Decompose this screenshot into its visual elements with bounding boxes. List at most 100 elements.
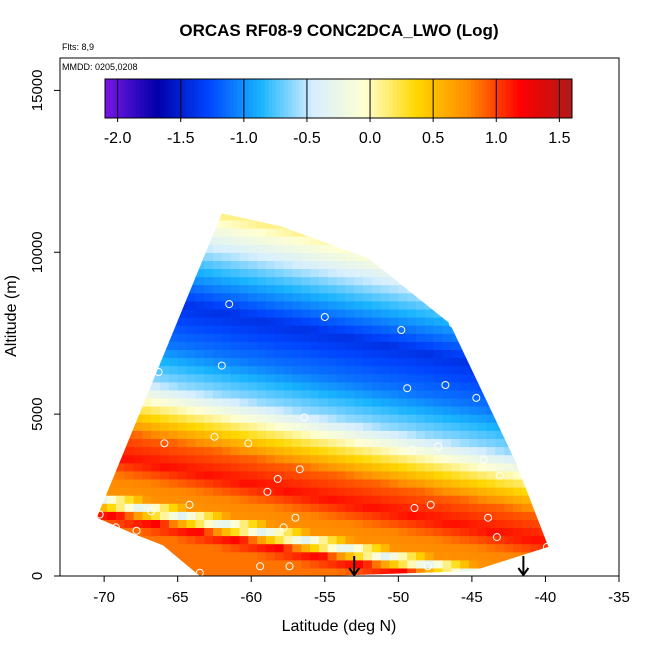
field-cell <box>354 406 364 415</box>
field-cell <box>265 438 276 448</box>
field-cell <box>416 454 426 464</box>
field-cell <box>96 478 99 488</box>
field-cell <box>371 341 382 350</box>
field-cell <box>274 341 285 350</box>
field-cell <box>124 213 135 221</box>
field-cell <box>327 308 338 318</box>
field-cell <box>495 284 505 294</box>
field-cell <box>354 551 364 561</box>
field-cell <box>336 487 346 496</box>
field-cell <box>133 260 143 269</box>
field-cell <box>177 422 188 431</box>
field-cell <box>133 317 143 326</box>
field-cell <box>327 260 338 269</box>
field-cell <box>539 213 549 221</box>
field-cell <box>151 406 161 415</box>
field-cell <box>96 454 99 464</box>
field-cell <box>133 511 143 520</box>
field-cell <box>539 495 549 504</box>
field-cell <box>424 244 435 253</box>
colorbar-swatch <box>525 79 530 118</box>
field-cell <box>168 559 179 569</box>
field-cell <box>195 292 205 302</box>
field-cell <box>513 414 523 423</box>
field-cell <box>424 349 435 359</box>
field-cell <box>186 454 196 464</box>
field-cell <box>133 308 143 318</box>
field-cell <box>530 487 541 496</box>
field-cell <box>186 365 196 375</box>
field-cell <box>230 219 240 229</box>
field-cell <box>221 349 232 359</box>
field-cell <box>318 389 329 399</box>
field-cell <box>186 276 196 286</box>
field-cell <box>124 357 135 367</box>
field-cell <box>477 373 488 383</box>
field-cell <box>407 292 417 302</box>
field-cell <box>195 559 205 569</box>
x-tick-label: -60 <box>240 589 262 606</box>
field-cell <box>371 236 382 245</box>
field-cell <box>380 470 391 480</box>
field-cell <box>195 567 205 576</box>
field-cell <box>310 527 320 537</box>
field-cell <box>133 219 143 229</box>
field-cell <box>257 446 267 456</box>
field-cell <box>115 414 126 423</box>
field-cell <box>96 389 99 399</box>
field-cell <box>530 349 541 359</box>
field-cell <box>548 487 549 496</box>
field-cell <box>398 333 408 342</box>
field-cell <box>221 406 232 415</box>
field-cell <box>416 535 426 545</box>
field-cell <box>96 244 99 253</box>
field-cell <box>389 454 399 464</box>
field-cell <box>451 470 461 480</box>
field-cell <box>521 543 532 553</box>
field-cell <box>354 535 364 545</box>
field-cell <box>530 228 541 237</box>
field-cell <box>274 219 285 229</box>
field-cell <box>230 373 240 383</box>
field-cell <box>239 446 249 456</box>
field-cell <box>98 414 108 423</box>
field-cell <box>284 204 293 213</box>
field-cell <box>469 236 479 245</box>
field-cell <box>186 357 196 367</box>
field-cell <box>248 495 258 504</box>
field-cell <box>239 317 249 326</box>
field-cell <box>186 333 196 342</box>
field-cell <box>265 559 276 569</box>
field-cell <box>442 341 452 350</box>
field-cell <box>221 236 232 245</box>
field-cell <box>115 454 126 464</box>
field-cell <box>257 317 267 326</box>
field-cell <box>142 317 152 326</box>
field-cell <box>469 487 479 496</box>
field-cell <box>221 341 232 350</box>
field-cell <box>477 478 488 488</box>
field-cell <box>486 365 496 375</box>
field-cell <box>460 438 470 448</box>
arrow-marker-head <box>517 567 530 577</box>
field-cell <box>107 446 117 456</box>
field-cell <box>133 341 143 350</box>
field-cell <box>265 414 276 423</box>
field-cell <box>98 333 108 342</box>
field-cell <box>424 487 435 496</box>
field-cell <box>96 308 99 318</box>
field-cell <box>265 252 276 261</box>
field-cell <box>301 357 311 367</box>
field-cell <box>257 292 267 302</box>
field-cell <box>133 228 143 237</box>
field-cell <box>460 406 470 415</box>
field-cell <box>301 462 311 472</box>
field-cell <box>363 495 373 504</box>
field-cell <box>416 551 426 561</box>
field-cell <box>548 397 549 407</box>
field-cell <box>160 414 170 423</box>
field-cell <box>539 470 549 480</box>
colorbar-swatch <box>365 79 371 118</box>
field-cell <box>274 213 285 221</box>
field-cell <box>354 446 364 456</box>
